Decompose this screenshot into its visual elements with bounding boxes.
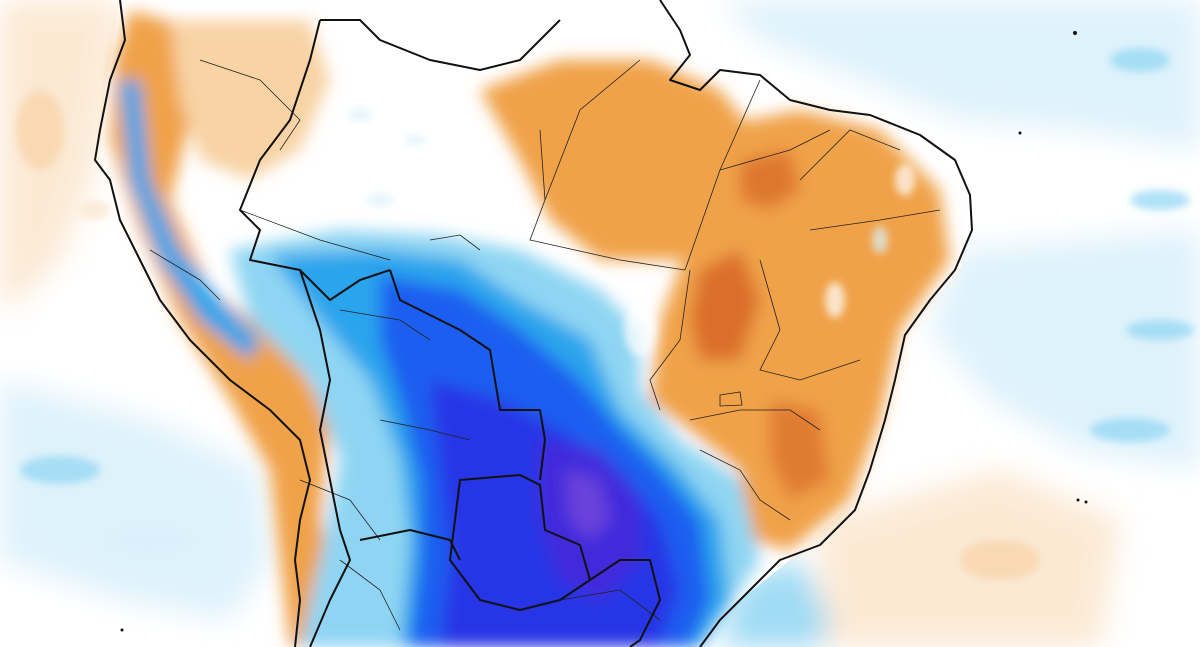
state-border xyxy=(149,249,221,301)
pacific-warm-patch xyxy=(0,0,120,310)
speckle xyxy=(348,109,372,121)
speckle xyxy=(405,135,425,145)
border-chile-argentina xyxy=(309,529,351,647)
speckle xyxy=(960,540,1040,580)
state-border xyxy=(559,589,661,621)
speckle xyxy=(1130,190,1190,210)
border-bolivia-peru-chile xyxy=(299,269,341,531)
land-anomaly-layer xyxy=(16,0,1194,647)
speckle xyxy=(895,164,915,196)
state-border xyxy=(339,309,431,341)
northwest-faint-warm xyxy=(170,20,330,180)
border-brazil-bolivia xyxy=(389,269,546,481)
speckle xyxy=(1126,320,1194,340)
speckle xyxy=(872,226,888,254)
island-dot xyxy=(1084,500,1088,504)
state-border xyxy=(529,129,686,271)
cold-mass-extreme-highlight xyxy=(565,470,610,540)
state-border xyxy=(759,259,861,381)
pacific-cool-patch xyxy=(0,380,270,620)
border-brazil-venezuela-guyana xyxy=(320,19,561,71)
speckle xyxy=(106,526,194,554)
state-borders xyxy=(149,59,941,631)
island-dot xyxy=(1073,31,1077,35)
speckle xyxy=(366,194,394,206)
speckle xyxy=(20,456,100,484)
border-argentina-bolivia xyxy=(359,529,461,561)
state-border xyxy=(199,59,301,151)
northeast-brazil-warm xyxy=(650,110,950,550)
speckle xyxy=(79,200,111,220)
minas-warm-patch xyxy=(770,400,830,500)
island-dot xyxy=(120,628,124,632)
speckle xyxy=(16,90,64,170)
andes-cool-streak xyxy=(120,80,260,360)
state-border xyxy=(339,559,401,631)
island-dot xyxy=(1076,498,1080,502)
state-border xyxy=(299,479,381,541)
state-border xyxy=(379,419,471,441)
coastline-pacific xyxy=(94,0,311,647)
border-brazil-colombia-peru xyxy=(239,19,391,301)
border-argentina-brazil-uruguay xyxy=(589,559,661,647)
speckle xyxy=(1090,418,1170,442)
state-border xyxy=(544,59,641,201)
speckle xyxy=(624,304,656,356)
maranhao-strong-warm xyxy=(740,150,800,210)
state-border xyxy=(719,391,743,407)
state-border xyxy=(239,209,391,261)
state-border xyxy=(699,449,791,521)
country-borders xyxy=(94,0,973,647)
state-border xyxy=(719,129,831,171)
coastline-north-northeast xyxy=(659,0,973,647)
state-border xyxy=(429,234,481,251)
speckle xyxy=(825,282,845,318)
central-brazil-strong-warm xyxy=(690,250,760,360)
speckle xyxy=(1110,48,1170,72)
north-brazil-warm xyxy=(480,60,760,260)
atlantic-cool-patch-north xyxy=(720,0,1200,150)
state-border xyxy=(649,269,691,411)
state-border xyxy=(689,409,821,431)
island-markers xyxy=(120,31,1088,632)
atlantic-cool-patch-east xyxy=(930,230,1200,470)
state-border xyxy=(809,209,941,231)
state-border xyxy=(799,129,901,181)
island-dot xyxy=(1018,131,1022,135)
